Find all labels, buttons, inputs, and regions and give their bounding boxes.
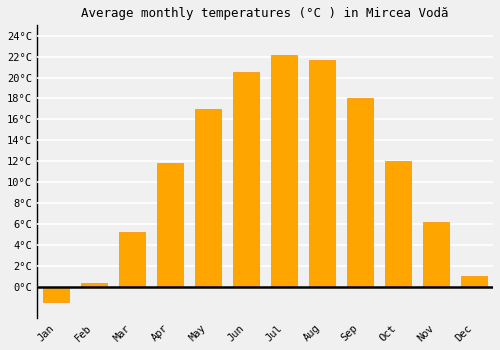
Bar	[194, 109, 221, 287]
Bar	[270, 55, 297, 287]
Bar	[346, 98, 374, 287]
Bar	[42, 287, 69, 302]
Bar	[384, 161, 411, 287]
Title: Average monthly temperatures (°C ) in Mircea Vodă: Average monthly temperatures (°C ) in Mi…	[81, 7, 448, 20]
Bar	[80, 284, 107, 287]
Bar	[156, 163, 183, 287]
Bar	[422, 222, 450, 287]
Bar	[118, 232, 145, 287]
Bar	[232, 72, 259, 287]
Bar	[308, 60, 336, 287]
Bar	[460, 276, 487, 287]
